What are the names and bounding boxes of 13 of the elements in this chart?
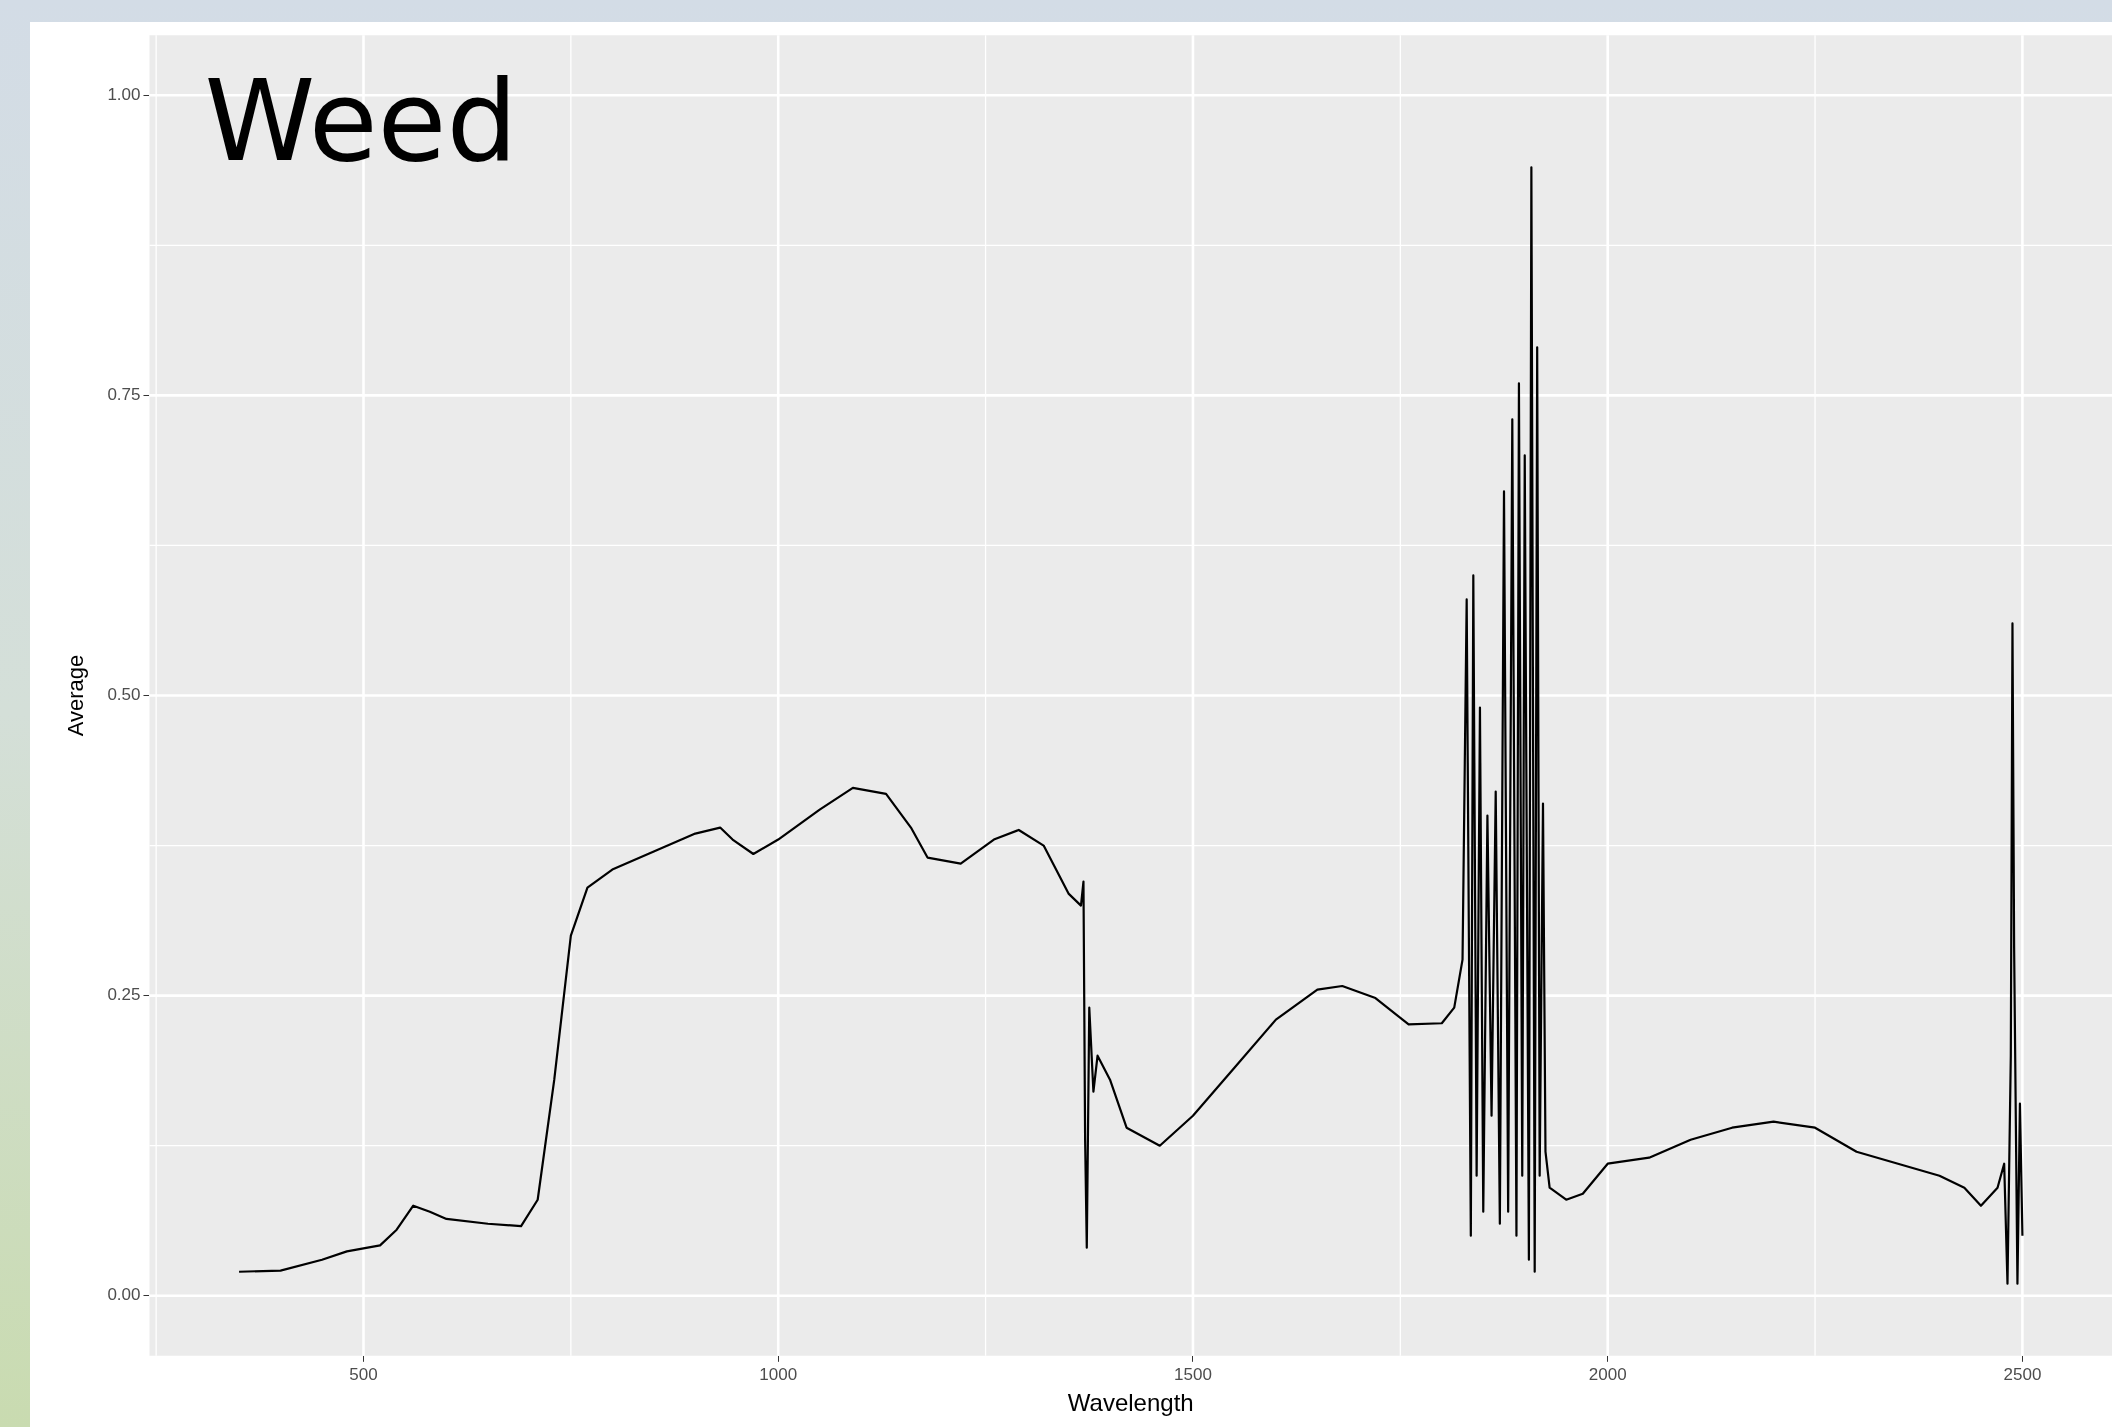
x-axis-title: Wavelength [1067,1389,1194,1417]
y-axis-title: Average [63,654,89,737]
y-tick-label: 1.00 [107,84,141,104]
x-tick-label: 1500 [1174,1364,1212,1384]
x-tick-label: 2500 [2003,1364,2042,1384]
x-tick-label: 500 [349,1364,378,1384]
x-tick-label: 2000 [1588,1364,1627,1384]
y-tick-label: 0.00 [107,1285,141,1305]
y-tick-label: 0.25 [107,985,141,1005]
y-tick-label: 0.75 [107,385,141,405]
y-tick-label: 0.50 [107,685,141,705]
x-tick-label: 1000 [759,1364,798,1384]
chart-title: Weed [204,56,518,187]
